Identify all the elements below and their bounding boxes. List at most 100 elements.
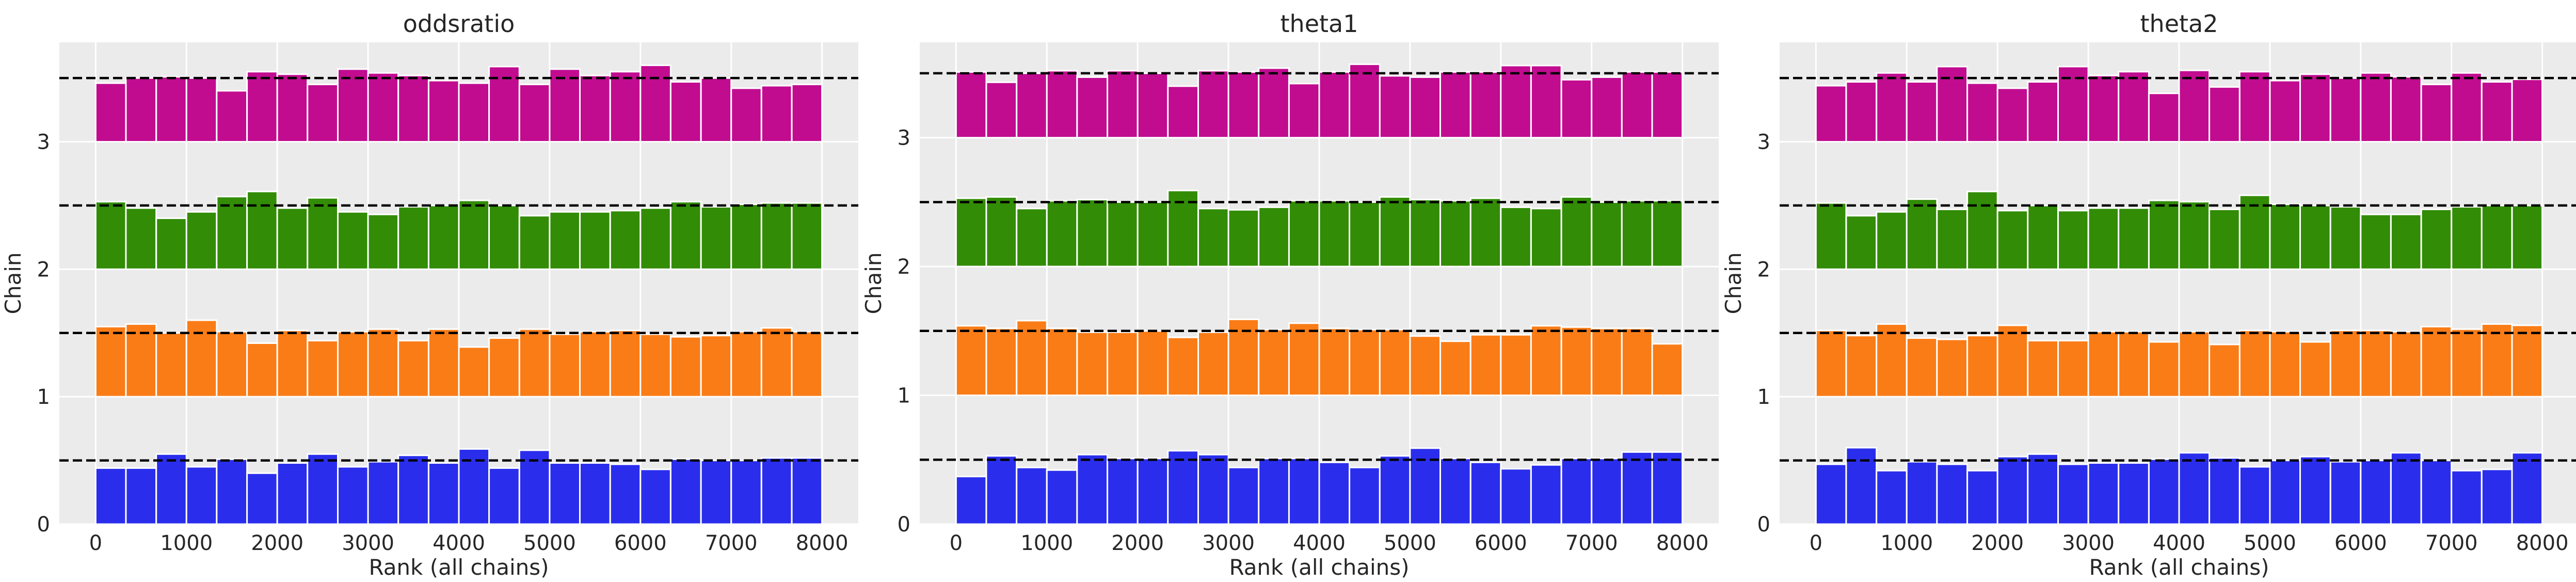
histogram-bar (1530, 325, 1562, 397)
histogram-bar (2118, 462, 2150, 525)
histogram-bar (2148, 341, 2180, 398)
histogram-bar (1258, 206, 1290, 268)
histogram-bar (2360, 329, 2392, 398)
histogram-bar (669, 201, 702, 270)
histogram-bar (639, 64, 671, 143)
histogram-bar (1137, 201, 1169, 268)
histogram-bar (2420, 325, 2453, 398)
histogram-bar (1996, 210, 2029, 270)
y-tick-label: 0 (37, 513, 50, 537)
histogram-bar (1996, 87, 2029, 143)
histogram-bar (2178, 331, 2211, 398)
histogram-bar (1349, 328, 1381, 397)
histogram-bar (1966, 191, 1998, 270)
histogram-bar (1016, 72, 1048, 139)
histogram-bar (2360, 460, 2392, 525)
histogram-bar (791, 202, 823, 270)
histogram-bar (2118, 71, 2150, 143)
histogram-bar (1258, 67, 1290, 139)
histogram-bar (1288, 200, 1320, 268)
histogram-bar (955, 71, 987, 139)
histogram-bar (2481, 81, 2513, 143)
histogram-bar (1076, 76, 1109, 139)
histogram-bar (2027, 81, 2059, 143)
histogram-bar (955, 325, 987, 397)
histogram-bar (1046, 70, 1078, 139)
histogram-bar (2451, 328, 2483, 398)
histogram-bar (2238, 194, 2271, 270)
histogram-bar (1379, 455, 1411, 525)
histogram-bar (94, 325, 127, 398)
histogram-bar (2209, 343, 2241, 398)
histogram-bar (2451, 469, 2483, 525)
y-tick-label: 2 (1757, 258, 1770, 281)
histogram-bar (1046, 327, 1078, 397)
histogram-bar (1530, 464, 1562, 525)
histogram-bar (2481, 323, 2513, 398)
histogram-bar (1197, 331, 1229, 397)
histogram-bar (1288, 458, 1320, 525)
histogram-bar (427, 328, 460, 398)
x-tick-label: 3000 (2062, 531, 2115, 555)
histogram-bar (579, 74, 611, 143)
histogram-bar (458, 346, 490, 398)
x-tick-label: 1000 (1020, 531, 1073, 555)
panel-theta1: 0 1000 2000 3000 4000 5000 6000 7000 8000 0 1 2 3 Ran… (861, 10, 1719, 580)
x-tick-label: 8000 (2516, 531, 2569, 555)
histogram-bar (94, 82, 127, 143)
histogram-bar (609, 329, 642, 398)
histogram-bar (2238, 466, 2271, 525)
histogram-bar (1107, 331, 1139, 397)
histogram-bar (2087, 207, 2120, 270)
x-tick-label: 3000 (342, 531, 394, 555)
histogram-bar (246, 191, 278, 270)
histogram-bar (337, 68, 369, 143)
y-axis-label: Chain (1721, 253, 1746, 314)
histogram-bar (1560, 78, 1593, 139)
panel-title: theta1 (1281, 10, 1358, 38)
panel-title: oddsratio (403, 10, 515, 38)
y-tick-label: 0 (898, 513, 910, 537)
histogram-bar (2451, 72, 2483, 143)
histogram-bar (2420, 208, 2453, 270)
histogram-bar (1439, 200, 1471, 268)
histogram-bar (2148, 92, 2180, 143)
histogram-bar (397, 206, 429, 270)
histogram-bar (94, 467, 127, 525)
histogram-bar (155, 217, 187, 270)
histogram-bar (1318, 200, 1351, 268)
histogram-bar (427, 462, 460, 525)
histogram-bar (2329, 329, 2362, 398)
y-tick-label: 2 (898, 255, 910, 279)
histogram-bar (1046, 200, 1078, 268)
x-tick-label: 7000 (705, 531, 758, 555)
histogram-bar (985, 327, 1018, 397)
histogram-bar (700, 77, 732, 143)
histogram-bar (669, 81, 702, 143)
histogram-bar (1469, 461, 1502, 525)
histogram-bar (730, 203, 762, 270)
histogram-bar (1966, 469, 1998, 525)
histogram-bar (2420, 460, 2453, 525)
histogram-bar (1815, 463, 1847, 525)
histogram-bar (1651, 200, 1684, 268)
histogram-bar (185, 211, 218, 270)
histogram-bar (216, 331, 248, 398)
histogram-bar (1845, 81, 1878, 143)
histogram-bar (125, 323, 157, 398)
histogram-bar (307, 340, 339, 398)
x-tick-label: 8000 (1656, 531, 1709, 555)
histogram-bar (276, 207, 309, 270)
histogram-bar (2451, 206, 2483, 270)
histogram-bar (1500, 65, 1532, 139)
histogram-bar (397, 340, 429, 398)
histogram-bar (276, 462, 309, 525)
y-tick-label: 1 (37, 385, 50, 409)
histogram-bar (985, 455, 1018, 525)
histogram-bar (1651, 451, 1684, 525)
histogram-bar (1439, 71, 1471, 139)
histogram-bar (1500, 206, 1532, 268)
histogram-bar (1167, 336, 1199, 397)
histogram-bar (1815, 329, 1847, 398)
